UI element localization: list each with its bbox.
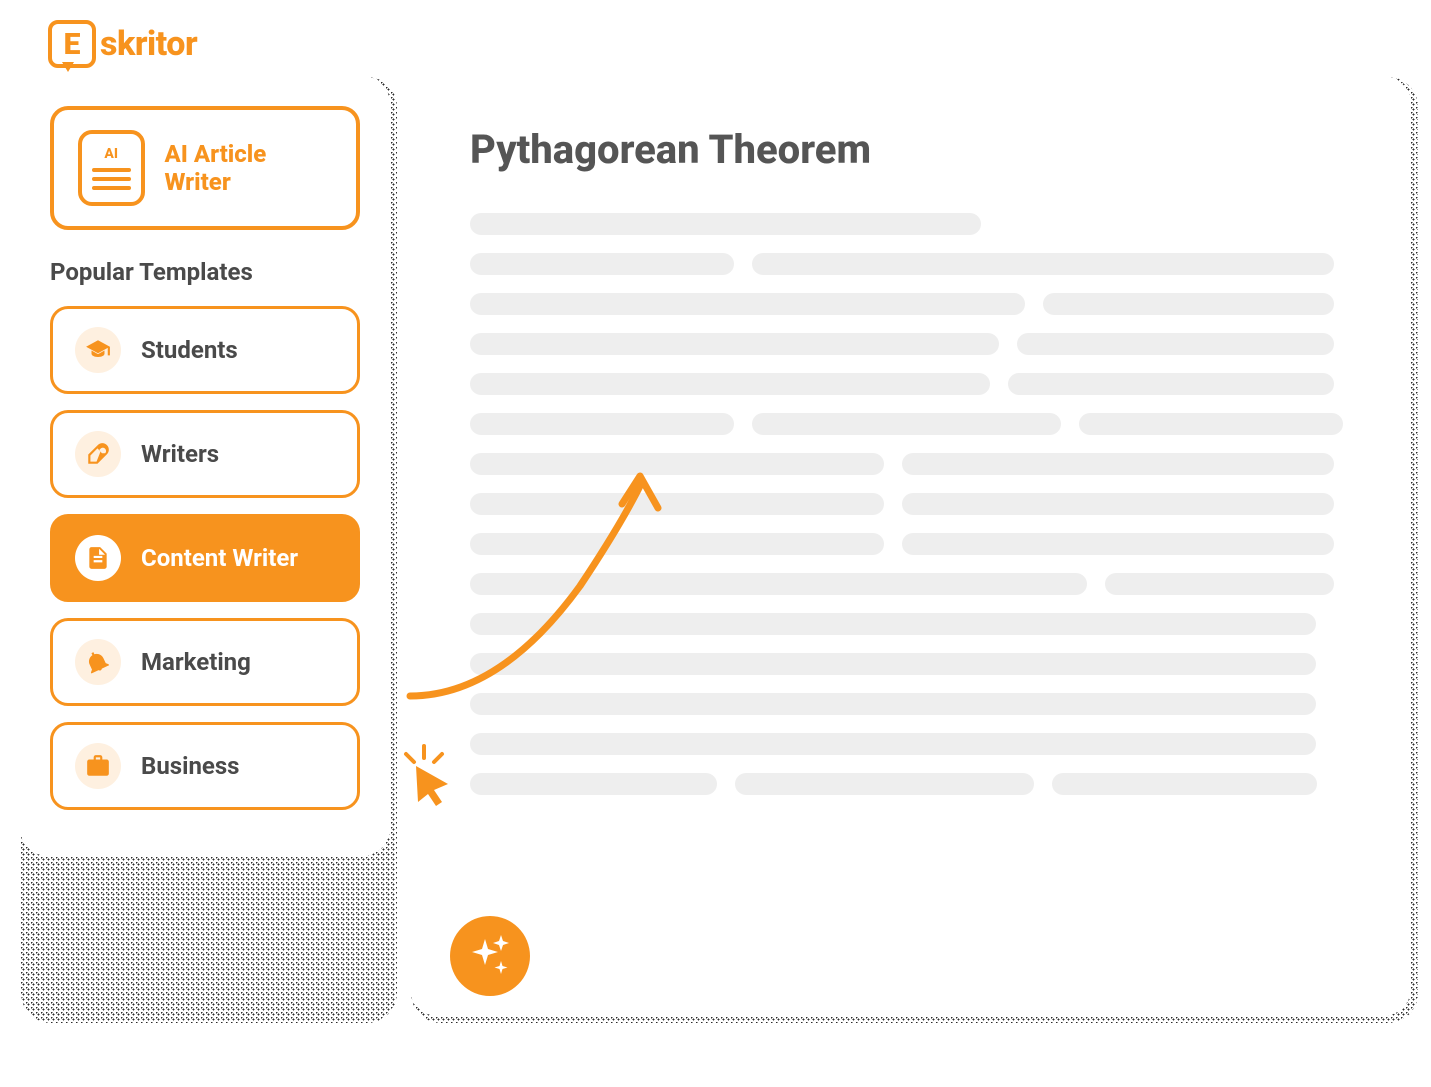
placeholder-line: [1043, 293, 1334, 315]
placeholder-line: [1079, 413, 1343, 435]
placeholder-line: [752, 253, 1333, 275]
briefcase-icon: [75, 743, 121, 789]
placeholder-line: [470, 293, 1025, 315]
megaphone-icon: [75, 639, 121, 685]
logo-text: skritor: [100, 24, 197, 64]
app-logo: E skritor: [48, 20, 1411, 68]
template-label: Business: [141, 752, 240, 780]
placeholder-line: [470, 613, 1316, 635]
template-students[interactable]: Students: [50, 306, 360, 394]
template-label: Content Writer: [141, 544, 298, 572]
placeholder-line: [470, 213, 981, 235]
graduation-cap-icon: [75, 327, 121, 373]
ai-sparkle-badge[interactable]: [450, 916, 530, 996]
document-icon: [75, 535, 121, 581]
document-panel: Pythagorean Theorem: [410, 76, 1411, 1016]
ai-card-title: AI Article Writer: [165, 140, 333, 196]
logo-letter: E: [64, 27, 81, 62]
placeholder-line: [470, 533, 884, 555]
placeholder-line: [1052, 773, 1316, 795]
placeholder-line: [1008, 373, 1334, 395]
placeholder-line: [470, 373, 990, 395]
placeholder-line: [470, 773, 717, 795]
template-marketing[interactable]: Marketing: [50, 618, 360, 706]
template-content-writer[interactable]: Content Writer: [50, 514, 360, 602]
logo-icon: E: [48, 20, 96, 68]
placeholder-line: [902, 493, 1334, 515]
template-label: Marketing: [141, 648, 251, 676]
template-business[interactable]: Business: [50, 722, 360, 810]
sparkle-icon: [465, 931, 515, 981]
placeholder-line: [470, 573, 1087, 595]
ai-article-writer-card[interactable]: AI AI Article Writer: [50, 106, 360, 230]
placeholder-line: [470, 253, 734, 275]
template-label: Students: [141, 336, 238, 364]
placeholder-line: [1105, 573, 1334, 595]
ai-badge-label: AI: [104, 146, 118, 162]
placeholder-line: [470, 693, 1316, 715]
feather-icon: [75, 431, 121, 477]
sidebar-panel: AI AI Article Writer Popular Templates S…: [20, 76, 390, 856]
placeholder-line: [1017, 333, 1334, 355]
placeholder-line: [470, 333, 999, 355]
placeholder-line: [735, 773, 1035, 795]
placeholder-line: [902, 533, 1334, 555]
placeholder-line: [470, 493, 884, 515]
templates-header: Popular Templates: [50, 258, 360, 286]
document-body-placeholder: [470, 213, 1351, 795]
placeholder-line: [470, 453, 884, 475]
document-title: Pythagorean Theorem: [470, 126, 1351, 173]
template-label: Writers: [141, 440, 219, 468]
placeholder-line: [752, 413, 1060, 435]
placeholder-line: [470, 413, 734, 435]
placeholder-line: [470, 653, 1316, 675]
template-writers[interactable]: Writers: [50, 410, 360, 498]
placeholder-line: [902, 453, 1334, 475]
ai-document-icon: AI: [78, 130, 145, 206]
placeholder-line: [470, 733, 1316, 755]
